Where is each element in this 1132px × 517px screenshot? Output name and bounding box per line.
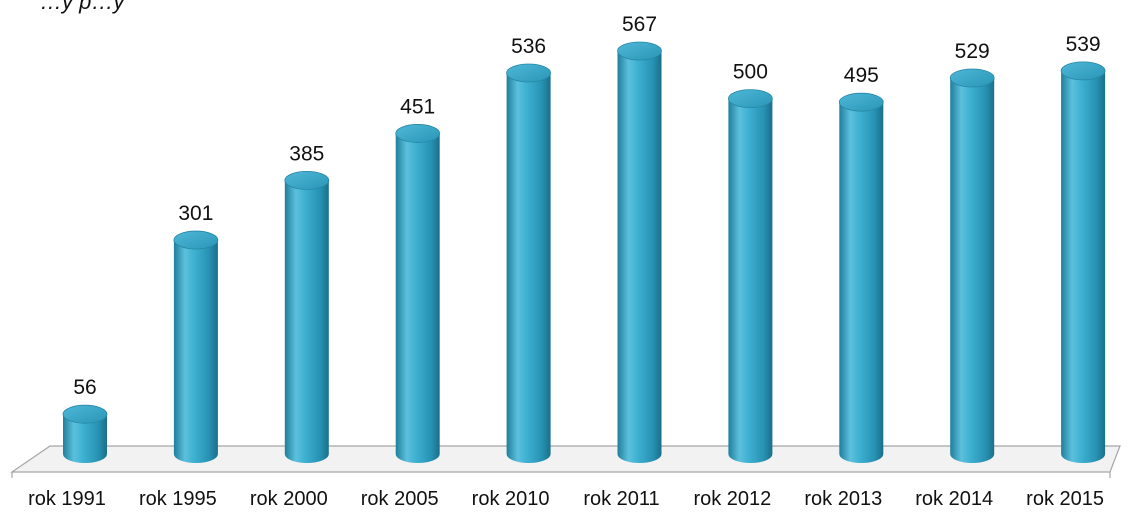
value-labels-group: 56 301 385 451 536 567 500 495 529 539 [73,13,1100,399]
chart-title-fragment: …y p…y [40,0,126,14]
data-label: 301 [178,202,213,225]
bar-body [284,180,329,464]
x-tick-label: rok 2011 [583,488,659,510]
data-label: 385 [289,142,324,165]
bar-rok-2011 [617,41,662,464]
bar-top [949,68,995,88]
data-label: 536 [511,35,546,58]
x-tick-label: rok 1995 [139,488,217,510]
bar-body [1061,70,1106,464]
data-label: 500 [733,61,768,84]
bar-top [838,92,884,112]
bar-top [284,170,330,190]
bar-top [617,41,662,61]
data-label: 56 [73,376,96,399]
data-label: 529 [955,40,990,63]
x-tick-label: rok 2013 [804,488,882,510]
bar-body [950,78,995,464]
bar-body [395,133,440,464]
bar-rok-2000 [284,170,330,464]
x-tick-label: rok 2012 [693,488,771,510]
bar-body [617,51,662,464]
bar-body [506,73,551,464]
bar-top [173,230,219,250]
bar-rok-2005 [395,124,441,464]
bar-top [728,89,773,109]
x-tick-label: rok 2000 [250,488,328,510]
x-tick-label: rok 2005 [361,488,439,510]
x-tick-label: rok 2010 [472,488,550,510]
bars-group [62,41,1106,464]
bar-body [728,98,773,464]
bar-rok-2012 [728,89,773,464]
bar-body [63,414,107,463]
bar-rok-1995 [173,230,219,464]
bar-rok-1991 [62,404,108,463]
bar-body [839,102,884,464]
x-tick-label: rok 2014 [915,488,993,510]
bar-rok-2014 [949,68,995,464]
data-label: 567 [622,13,657,36]
bar-top [506,63,551,83]
bar-top [62,404,108,424]
x-tick-label: rok 1991 [28,488,106,510]
bar-rok-2010 [506,63,551,464]
bar-top [1060,61,1106,81]
bar-rok-2013 [838,92,884,464]
data-label: 539 [1066,33,1101,56]
data-label: 451 [400,95,435,118]
x-tick-labels-group: rok 1991 rok 1995 rok 2000 rok 2005 rok 2010… [28,488,1104,510]
x-tick-label: rok 2015 [1026,488,1104,510]
data-label: 495 [844,64,879,87]
bar-body [173,240,218,464]
bar-rok-2015 [1060,61,1106,464]
bar-top [395,124,441,143]
